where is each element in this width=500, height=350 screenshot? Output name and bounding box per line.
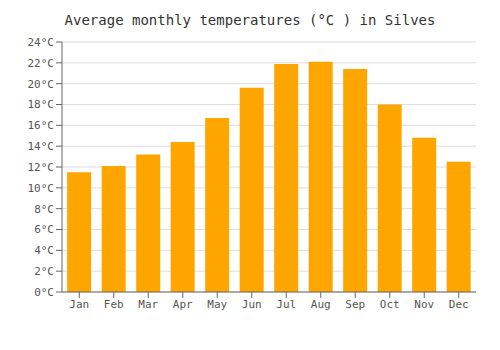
svg-text:Mar: Mar bbox=[138, 298, 158, 311]
svg-text:Apr: Apr bbox=[173, 298, 193, 311]
svg-text:24°C: 24°C bbox=[28, 36, 55, 49]
svg-text:12°C: 12°C bbox=[28, 161, 55, 174]
svg-text:Dec: Dec bbox=[449, 298, 469, 311]
svg-text:Sep: Sep bbox=[345, 298, 365, 311]
svg-text:Nov: Nov bbox=[414, 298, 434, 311]
svg-text:May: May bbox=[207, 298, 227, 311]
svg-text:22°C: 22°C bbox=[28, 57, 55, 70]
svg-text:0°C: 0°C bbox=[34, 286, 54, 299]
svg-text:10°C: 10°C bbox=[28, 182, 55, 195]
svg-text:Jun: Jun bbox=[242, 298, 262, 311]
html-text:Average monthly temperatures (: Average monthly temperatures (°C ) in Si… bbox=[64, 12, 436, 28]
svg-text:16°C: 16°C bbox=[28, 119, 55, 132]
svg-text:Jul: Jul bbox=[276, 298, 296, 311]
svg-text:Oct: Oct bbox=[380, 298, 400, 311]
svg-text:Feb: Feb bbox=[104, 298, 124, 311]
svg-text:8°C: 8°C bbox=[34, 203, 54, 216]
svg-text:14°C: 14°C bbox=[28, 140, 55, 153]
svg-text:2°C: 2°C bbox=[34, 265, 54, 278]
svg-text:18°C: 18°C bbox=[28, 98, 55, 111]
svg-text:4°C: 4°C bbox=[34, 244, 54, 257]
svg-text:6°C: 6°C bbox=[34, 223, 54, 236]
svg-text:Aug: Aug bbox=[311, 298, 331, 311]
svg-text:20°C: 20°C bbox=[28, 78, 55, 91]
svg-text:Jan: Jan bbox=[69, 298, 89, 311]
